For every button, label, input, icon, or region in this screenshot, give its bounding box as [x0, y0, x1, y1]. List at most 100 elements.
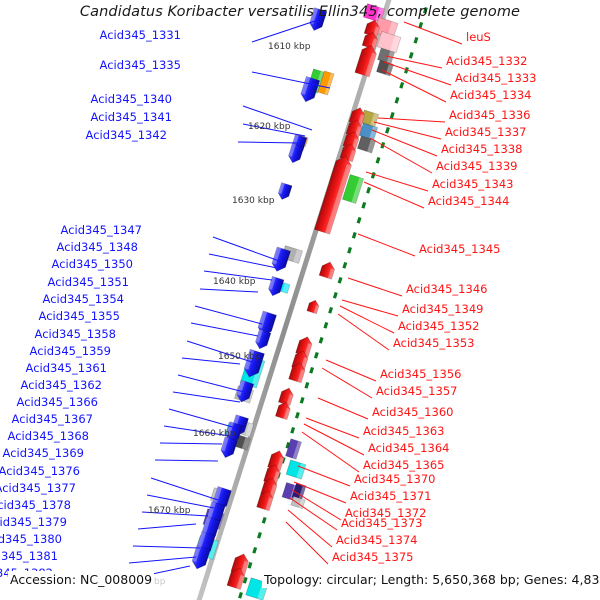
scale-tick-label: 1610 kbp	[268, 42, 311, 52]
cog-block	[285, 438, 302, 460]
gene-label-reverse[interactable]: Acid345_1370	[354, 472, 436, 486]
cog-block	[356, 135, 377, 154]
gene-label-reverse[interactable]: leuS	[466, 30, 491, 44]
gene-label-reverse[interactable]: Acid345_1374	[336, 533, 418, 547]
gene-label-reverse[interactable]: Acid345_1353	[393, 336, 475, 350]
scale-tick-label: 1630 kbp	[232, 196, 275, 206]
gene-arrow-reverse[interactable]	[275, 400, 291, 421]
gene-arrow-reverse[interactable]	[288, 361, 307, 384]
gene-label-reverse[interactable]: Acid345_1338	[441, 142, 523, 156]
gene-label-reverse[interactable]: Acid345_1360	[372, 405, 454, 419]
gene-label-reverse[interactable]: Acid345_1349	[402, 302, 484, 316]
gene-label-reverse[interactable]: Acid345_1357	[376, 384, 458, 398]
gene-arrow-forward[interactable]	[254, 328, 272, 350]
gene-label-reverse[interactable]: Acid345_1363	[363, 424, 445, 438]
page-title: Candidatus Koribacter versatilis Ellin34…	[79, 4, 521, 20]
gene-label-reverse[interactable]: Acid345_1337	[445, 125, 527, 139]
cog-block	[285, 459, 307, 480]
gene-label-forward[interactable]: Acid345_1361	[25, 361, 107, 375]
gene-arrow-reverse[interactable]	[318, 260, 336, 280]
cog-block	[291, 482, 307, 501]
gene-label-forward[interactable]: Acid345_1376	[0, 464, 80, 478]
gene-label-forward[interactable]: Acid345_1335	[99, 58, 181, 72]
gene-label-reverse[interactable]: Acid345_1332	[446, 54, 528, 68]
forward-strand-genes[interactable]	[190, 7, 328, 571]
gene-arrow-forward[interactable]	[270, 246, 291, 273]
gene-label-forward[interactable]: Acid345_1362	[20, 378, 102, 392]
gene-arrow-forward[interactable]	[299, 76, 321, 103]
gene-label-reverse[interactable]: Acid345_1364	[368, 441, 450, 455]
scale-tick-label: 1670 kbp	[148, 506, 191, 516]
gene-label-forward[interactable]: Acid345_1359	[29, 344, 111, 358]
gene-label-reverse[interactable]: Acid345_1333	[455, 71, 537, 85]
gene-arrow-forward[interactable]	[190, 545, 211, 570]
gene-label-forward[interactable]: Acid345_1355	[38, 309, 120, 323]
gene-label-reverse[interactable]: Acid345_1339	[436, 159, 518, 173]
gene-arrow-forward[interactable]	[224, 421, 243, 445]
gene-arrow-forward[interactable]	[287, 142, 305, 164]
gene-arrow-reverse[interactable]	[256, 489, 275, 512]
gene-arrow-reverse[interactable]	[354, 43, 379, 78]
gene-arrow-reverse[interactable]	[278, 386, 294, 407]
gene-label-reverse[interactable]: Acid345_1343	[432, 177, 514, 191]
gene-arrow-reverse[interactable]	[267, 449, 286, 472]
cog-block	[341, 173, 365, 205]
gene-label-reverse[interactable]: Acid345_1336	[449, 108, 531, 122]
gene-arrow-reverse[interactable]	[345, 118, 363, 139]
gene-label-forward[interactable]: Acid345_1381	[0, 549, 58, 563]
gene-label-forward[interactable]: Acid345_1379	[0, 515, 67, 529]
gene-arrow-reverse[interactable]	[306, 299, 320, 315]
gene-label-reverse[interactable]: Acid345_1346	[406, 282, 488, 296]
gene-label-reverse[interactable]: Acid345_1365	[363, 458, 445, 472]
gene-arrow-forward[interactable]	[277, 182, 293, 202]
reverse-strand-genes[interactable]	[226, 18, 381, 590]
gene-label-reverse[interactable]: Acid345_1371	[350, 489, 432, 503]
gene-label-forward[interactable]: Acid345_1331	[99, 28, 181, 42]
gene-label-forward[interactable]: Acid345_1340	[90, 92, 172, 106]
gene-arrow-reverse[interactable]	[342, 130, 360, 151]
gene-label-forward[interactable]: Acid345_1341	[90, 110, 172, 124]
genome-axis	[196, 0, 392, 600]
scale-tick-label: 1640 kbp	[213, 277, 256, 287]
gene-label-forward[interactable]: Acid345_1369	[2, 446, 84, 460]
gene-label-forward[interactable]: Acid345_1351	[47, 275, 129, 289]
gene-arrow-forward[interactable]	[219, 436, 238, 460]
gene-label-reverse[interactable]: Acid345_1373	[341, 516, 423, 530]
gene-label-forward[interactable]: Acid345_1358	[34, 327, 116, 341]
gene-label-forward[interactable]: Acid345_1378	[0, 498, 71, 512]
gene-arrow-forward[interactable]	[267, 275, 285, 297]
gene-label-reverse[interactable]: Acid345_1375	[332, 550, 414, 564]
gene-label-forward[interactable]: Acid345_1354	[42, 292, 124, 306]
gene-arrow-forward[interactable]	[242, 348, 265, 379]
gene-arrow-forward[interactable]	[308, 7, 328, 33]
gene-label-forward[interactable]: Acid345_1367	[11, 412, 93, 426]
gene-label-forward[interactable]: Acid345_1366	[16, 395, 98, 409]
gene-label-reverse[interactable]: Acid345_1334	[450, 88, 532, 102]
gene-label-reverse[interactable]: Acid345_1352	[398, 319, 480, 333]
gene-label-forward[interactable]: Acid345_1350	[51, 257, 133, 271]
gene-label-forward[interactable]: Acid345_1342	[85, 128, 167, 142]
right-leader-lines	[285, 21, 463, 565]
gene-arrow-reverse[interactable]	[361, 30, 379, 50]
gene-arrow-forward[interactable]	[256, 310, 277, 337]
gene-arrow-reverse[interactable]	[226, 566, 246, 590]
gene-label-forward[interactable]: Acid345_1347	[60, 223, 142, 237]
scale-tick-label: 1650 kbp	[218, 352, 261, 362]
gene-arrow-forward[interactable]	[235, 379, 255, 404]
gene-label-forward[interactable]: Acid345_1348	[56, 240, 138, 254]
gene-arrow-reverse[interactable]	[313, 154, 353, 235]
gene-arrow-reverse[interactable]	[348, 106, 366, 127]
accession-text: Accession: NC_008009	[8, 571, 155, 588]
gene-label-reverse[interactable]: Acid345_1345	[419, 242, 501, 256]
gene-label-forward[interactable]: Acid345_1380	[0, 532, 62, 546]
gene-label-forward[interactable]: Acid345_1377	[0, 481, 76, 495]
gene-label-reverse[interactable]: Acid345_1344	[428, 194, 510, 208]
gene-label-reverse[interactable]: Acid345_1356	[380, 367, 462, 381]
scale-tick-marks	[238, 6, 428, 599]
gene-label-reverse[interactable]: Acid345_1372	[345, 506, 427, 520]
gene-label-forward[interactable]: Acid345_1368	[7, 429, 89, 443]
cog-block	[376, 30, 402, 54]
left-leader-lines	[123, 19, 331, 581]
